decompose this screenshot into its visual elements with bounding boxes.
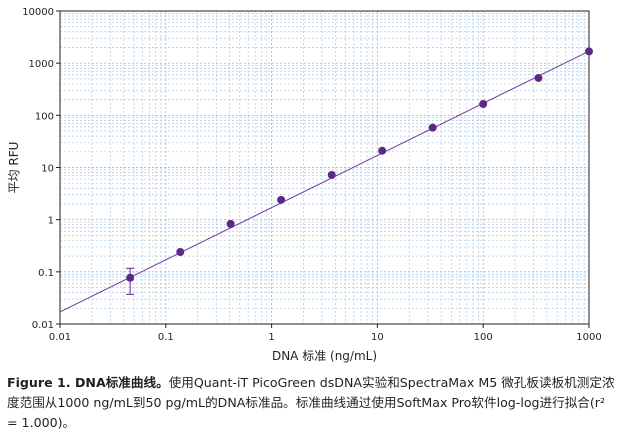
data-point [277, 195, 286, 204]
y-tick-label: 1000 [29, 59, 54, 70]
x-tick-label: 0.1 [158, 332, 174, 343]
y-axis-title: 平均 RFU [7, 142, 21, 194]
x-tick-label: 1 [268, 332, 274, 343]
data-point [534, 73, 543, 82]
data-point [126, 273, 135, 282]
y-tick-label: 0.1 [38, 268, 54, 279]
caption-body: 使用Quant-iT PicoGreen dsDNA实验和SpectraMax … [7, 375, 615, 430]
x-tick-label: 0.01 [49, 332, 71, 343]
data-point [428, 123, 437, 132]
data-point [327, 170, 336, 179]
y-tick-label: 10 [41, 164, 54, 175]
y-tick-label: 0.01 [32, 320, 54, 331]
y-tick-label: 10000 [22, 7, 54, 18]
y-tick-label: 1 [48, 216, 54, 227]
x-axis-ticks: 0.01 0.1 1 10 100 1000 [49, 324, 602, 343]
y-axis-ticks: 0.01 0.1 1 10 100 1000 10000 [22, 7, 60, 331]
data-points [126, 47, 593, 282]
x-axis-title: DNA 标准 (ng/mL) [272, 349, 377, 363]
grid-lines [60, 11, 589, 324]
y-tick-label: 100 [35, 111, 54, 122]
x-tick-label: 1000 [576, 332, 601, 343]
standard-curve-chart: 0.01 0.1 1 10 100 1000 0.01 0.1 1 10 100 1000 10000… [7, 7, 602, 363]
caption-lead: Figure 1. DNA标准曲线。 [7, 375, 169, 390]
figure-caption: Figure 1. DNA标准曲线。使用Quant-iT PicoGreen d… [7, 373, 615, 433]
x-tick-label: 100 [474, 332, 493, 343]
fit-line [59, 50, 590, 313]
data-point [176, 247, 185, 256]
data-point [585, 47, 593, 56]
data-point [479, 99, 488, 108]
data-point [378, 146, 387, 155]
data-point [226, 219, 235, 228]
x-tick-label: 10 [371, 332, 384, 343]
